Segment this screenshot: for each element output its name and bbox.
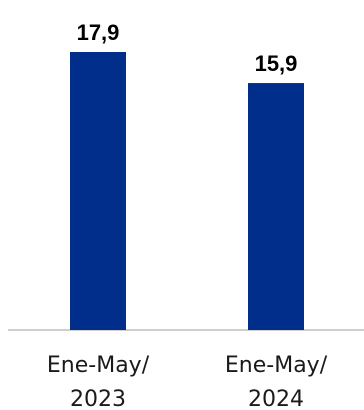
value-label-1: 17,9 [77,20,120,45]
bars-group [70,52,304,330]
category-label-2-line-2: 2024 [248,387,304,410]
bar-1 [70,52,126,330]
category-label-1-line-1: Ene-May/ [47,353,150,378]
category-label-1-line-2: 2023 [70,387,126,410]
category-labels-group: Ene-May/2023 Ene-May/2024 [47,353,328,410]
value-labels-group: 17,9 15,9 [77,20,298,76]
category-label-2-line-1: Ene-May/ [225,353,328,378]
value-label-2: 15,9 [255,51,298,76]
bar-2 [248,83,304,330]
